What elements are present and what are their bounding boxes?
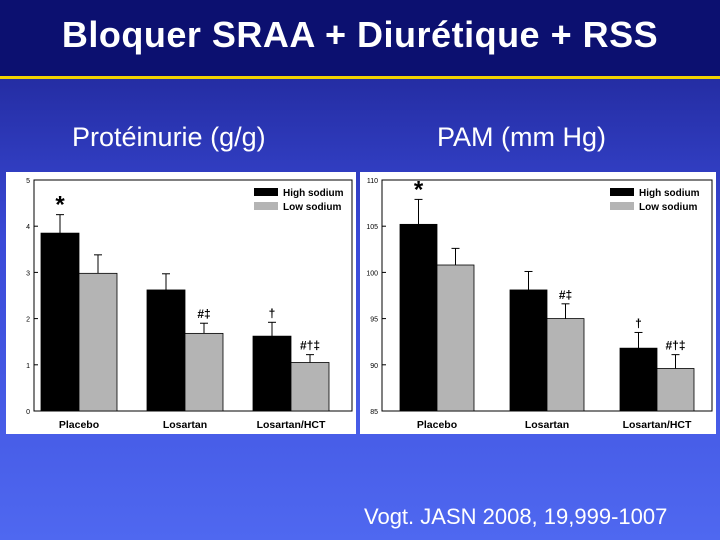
y-tick-label: 4 [26,224,30,231]
chart-title-proteinuria: Protéinurie (g/g) [72,122,266,152]
bar-low-sodium [436,264,475,412]
category-label: Losartan [525,419,569,431]
title-divider [0,76,720,79]
pam-chart: 85 90 95 100 105 110 * Placebo #‡ Losartan † #†‡ Los… [366,176,713,431]
y-tick-label: 100 [366,270,378,277]
category-label: Losartan/HCT [623,419,692,431]
category-label: Losartan [163,419,207,431]
significance-annotation: #†‡ [665,339,685,353]
title-band [0,0,720,76]
legend-label: Low sodium [639,202,697,213]
legend-label: High sodium [639,188,700,199]
significance-annotation: #†‡ [300,339,320,353]
bar-high-sodium [399,223,438,412]
bar-high-sodium [252,335,292,412]
bar-high-sodium [146,289,186,412]
y-tick-label: 2 [26,317,30,324]
bar-low-sodium [546,318,585,412]
y-tick-label: 85 [370,409,378,416]
significance-annotation: * [414,176,424,203]
y-tick-label: 105 [366,224,378,231]
y-tick-label: 1 [26,363,30,370]
legend-label: Low sodium [283,202,341,213]
proteinuria-chart: 0 1 2 3 4 5 * Placebo #‡ Losartan † #†‡ Losartan/HCT… [26,178,353,431]
slide-title: Bloquer SRAA + Diurétique + RSS [61,14,659,55]
bar-high-sodium [40,232,80,412]
proteinuria-chart-panel: 0 1 2 3 4 5 * Placebo #‡ Losartan † #†‡ Losartan/HCT… [6,172,356,434]
bar-high-sodium [619,347,658,412]
category-label: Placebo [59,419,99,431]
y-tick-label: 95 [370,317,378,324]
bar-low-sodium [656,368,695,412]
legend-swatch [610,188,634,196]
y-tick-label: 5 [26,178,30,185]
bar-low-sodium [184,332,224,412]
bar-high-sodium [509,289,548,412]
legend-swatch [610,202,634,210]
bar-low-sodium [78,272,118,412]
pam-chart-panel: 85 90 95 100 105 110 * Placebo #‡ Losartan † #†‡ Los… [360,172,716,434]
significance-annotation: † [635,316,642,330]
y-tick-label: 90 [370,363,378,370]
significance-annotation: #‡ [559,288,572,302]
bar-low-sodium [290,362,330,412]
category-label: Placebo [417,419,457,431]
significance-annotation: † [269,306,276,320]
chart-title-pam: PAM (mm Hg) [437,122,606,152]
legend-label: High sodium [283,188,344,199]
y-tick-label: 0 [26,409,30,416]
legend-swatch [254,188,278,196]
citation: Vogt. JASN 2008, 19,999-1007 [364,504,668,529]
legend-swatch [254,202,278,210]
y-tick-label: 3 [26,270,30,277]
significance-annotation: * [55,192,65,219]
significance-annotation: #‡ [197,307,210,321]
y-tick-label: 110 [367,178,378,185]
category-label: Losartan/HCT [257,419,326,431]
